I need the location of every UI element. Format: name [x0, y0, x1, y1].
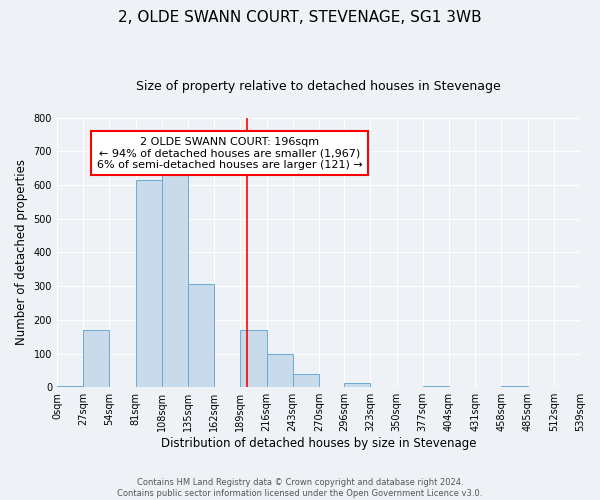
Text: 2, OLDE SWANN COURT, STEVENAGE, SG1 3WB: 2, OLDE SWANN COURT, STEVENAGE, SG1 3WB [118, 10, 482, 25]
Bar [83, 330, 109, 387]
Bar [188, 284, 214, 387]
Bar [344, 383, 370, 387]
Bar [423, 386, 449, 387]
X-axis label: Distribution of detached houses by size in Stevenage: Distribution of detached houses by size … [161, 437, 476, 450]
Bar [162, 168, 188, 387]
Bar [136, 180, 162, 387]
Bar [57, 386, 83, 387]
Bar [241, 330, 266, 387]
Bar [554, 386, 580, 387]
Title: Size of property relative to detached houses in Stevenage: Size of property relative to detached ho… [136, 80, 501, 93]
Bar [293, 374, 319, 387]
Bar [266, 354, 293, 387]
Bar [502, 386, 527, 387]
Text: 2 OLDE SWANN COURT: 196sqm
← 94% of detached houses are smaller (1,967)
6% of se: 2 OLDE SWANN COURT: 196sqm ← 94% of deta… [97, 136, 362, 170]
Text: Contains HM Land Registry data © Crown copyright and database right 2024.
Contai: Contains HM Land Registry data © Crown c… [118, 478, 482, 498]
Y-axis label: Number of detached properties: Number of detached properties [15, 160, 28, 346]
